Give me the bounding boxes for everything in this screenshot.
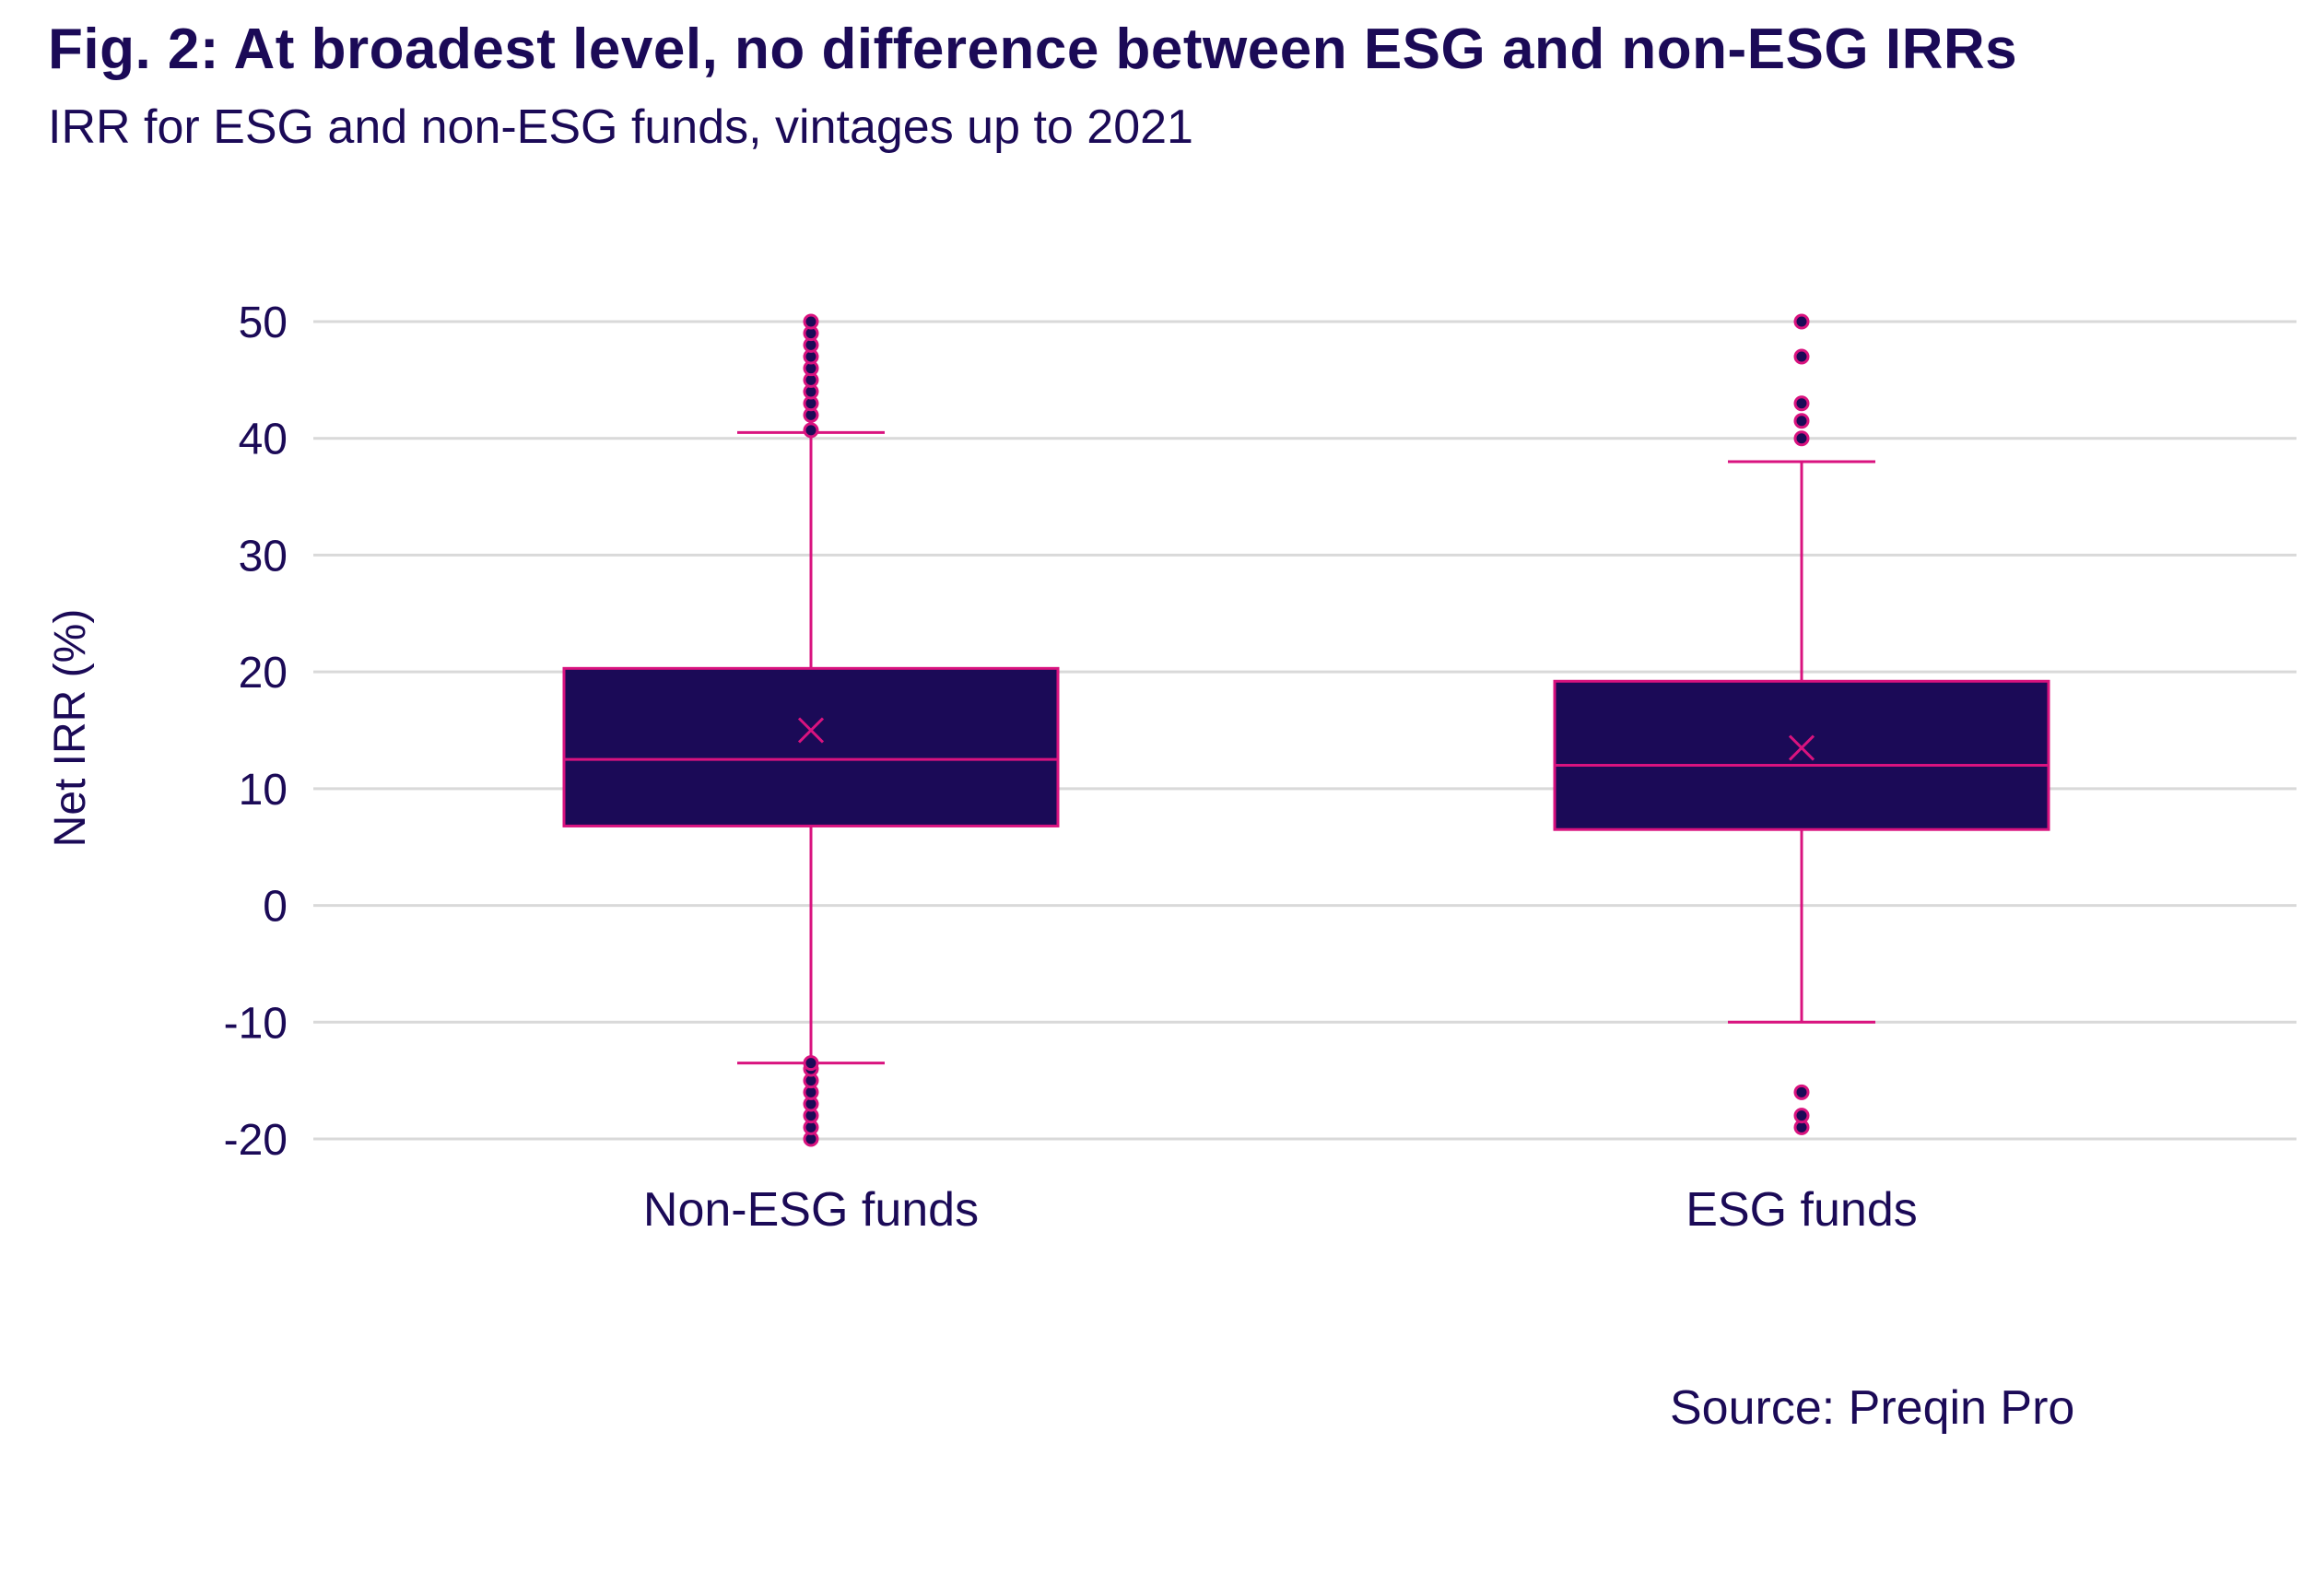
- outlier-point: [803, 313, 819, 330]
- box-esg: [1553, 313, 2050, 1135]
- iqr-box: [1553, 679, 2050, 831]
- y-tick-label: 20: [239, 649, 288, 698]
- outlier-point: [1793, 1108, 1810, 1124]
- y-axis-title: Net IRR (%): [46, 609, 95, 848]
- y-axis-ticks: 50 40 30 20 10 0 -10 -20: [224, 299, 288, 1165]
- y-tick-label: 10: [239, 766, 288, 815]
- x-axis-categories: Non-ESG funds ESG funds: [643, 1183, 1918, 1237]
- chart-subtitle: IRR for ESG and non-ESG funds, vintages …: [48, 100, 1193, 154]
- outlier-point: [1793, 430, 1810, 447]
- outlier-point: [1793, 395, 1810, 412]
- y-tick-label: -20: [224, 1116, 288, 1165]
- outlier-point: [1793, 313, 1810, 330]
- outlier-point: [803, 1055, 819, 1072]
- y-tick-label: 0: [263, 883, 288, 932]
- box-non-esg: [562, 313, 1060, 1147]
- mean-marker: [797, 717, 825, 744]
- outlier-point: [1793, 413, 1810, 429]
- boxes: [562, 313, 2050, 1147]
- iqr-box: [562, 666, 1060, 827]
- y-tick-label: 50: [239, 299, 288, 347]
- mean-marker: [1788, 734, 1815, 761]
- x-category-label: ESG funds: [1686, 1183, 1917, 1237]
- chart-title: Fig. 2: At broadest level, no difference…: [48, 18, 2018, 81]
- outlier-point: [1793, 1084, 1810, 1100]
- y-tick-label: -10: [224, 999, 288, 1048]
- y-tick-label: 30: [239, 532, 288, 581]
- outlier-point: [1793, 348, 1810, 365]
- outlier-point: [803, 422, 819, 439]
- x-category-label: Non-ESG funds: [643, 1183, 979, 1237]
- y-tick-label: 40: [239, 416, 288, 464]
- source-note: Source: Preqin Pro: [1670, 1381, 2075, 1435]
